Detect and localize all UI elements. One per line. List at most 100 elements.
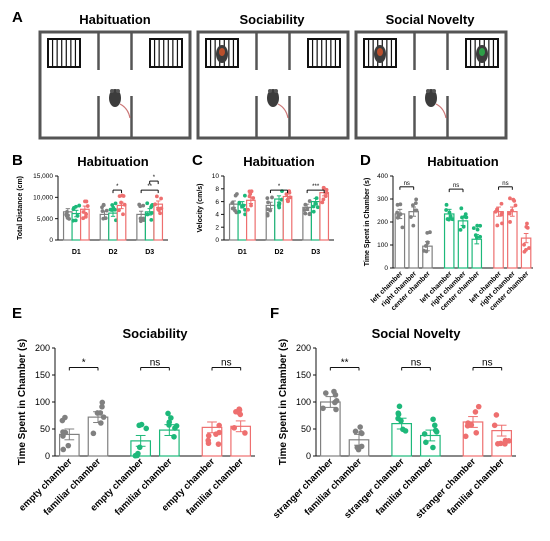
data-point	[321, 185, 326, 190]
y-tick-label: 0	[306, 451, 311, 461]
data-point	[74, 204, 78, 209]
data-point	[502, 441, 508, 447]
data-point	[430, 444, 436, 451]
data-point	[464, 215, 469, 220]
data-point	[109, 208, 114, 212]
significance-label: ns	[404, 181, 410, 187]
data-point	[231, 206, 236, 211]
data-point	[321, 197, 326, 202]
data-point	[313, 200, 318, 205]
data-point	[428, 230, 432, 235]
significance-label: ns	[482, 357, 493, 368]
y-tick-label: 100	[296, 397, 311, 407]
data-point	[149, 217, 154, 222]
mouse-ear	[116, 89, 120, 93]
data-point	[145, 201, 150, 206]
data-point	[508, 196, 512, 201]
mouse-tail	[277, 103, 289, 119]
y-axis-label: Time Spent in Chamber (s)	[17, 339, 28, 466]
data-point	[149, 205, 154, 209]
data-point	[284, 192, 289, 197]
data-point	[524, 225, 529, 229]
data-point	[471, 226, 476, 231]
data-point	[411, 203, 415, 207]
data-point	[513, 203, 518, 208]
y-tick-label: 150	[35, 370, 50, 380]
data-point	[287, 190, 292, 195]
data-point	[205, 437, 211, 444]
data-point	[141, 216, 146, 221]
mouse-tail	[435, 103, 447, 119]
y-tick-label: 4	[215, 212, 219, 219]
data-point	[98, 420, 104, 426]
data-point	[60, 446, 67, 453]
data-point	[100, 414, 107, 420]
data-point	[423, 439, 429, 446]
data-point	[395, 210, 400, 215]
mouse-ear	[274, 89, 278, 93]
data-point	[149, 211, 154, 215]
data-point	[103, 216, 108, 221]
cage	[47, 38, 81, 68]
panel-letter-f: F	[270, 305, 279, 322]
data-point	[242, 193, 247, 198]
data-point	[332, 399, 338, 406]
data-point	[246, 207, 250, 212]
data-point	[134, 452, 141, 459]
data-point	[84, 199, 89, 204]
data-point	[352, 428, 359, 435]
data-point	[99, 399, 106, 406]
data-point	[475, 227, 480, 232]
y-tick-label: 5,000	[37, 216, 54, 223]
data-point	[307, 199, 312, 203]
data-point	[77, 203, 82, 208]
data-point	[402, 428, 409, 434]
significance-label: ***	[312, 184, 320, 190]
data-point	[395, 410, 402, 417]
x-category-label: D1	[72, 249, 81, 256]
mouse-body	[425, 89, 437, 107]
data-point	[463, 212, 468, 217]
data-point	[461, 224, 466, 229]
x-category-label: D3	[311, 249, 320, 256]
data-point	[121, 212, 125, 217]
data-point	[322, 390, 329, 396]
caged-mouse-mark	[377, 48, 383, 56]
data-point	[314, 196, 319, 201]
data-point	[100, 205, 104, 210]
data-point	[234, 210, 239, 215]
data-point	[409, 215, 413, 219]
chart-title: Habituation	[427, 154, 499, 169]
data-point	[113, 201, 118, 206]
data-point	[508, 220, 512, 224]
y-tick-label: 200	[377, 219, 388, 226]
data-point	[413, 201, 418, 206]
data-point	[450, 217, 455, 222]
data-point	[213, 431, 219, 437]
data-point	[234, 192, 239, 196]
data-point	[495, 441, 501, 447]
data-point	[236, 407, 243, 413]
data-point	[431, 422, 438, 429]
data-point	[472, 409, 479, 415]
data-point	[414, 197, 419, 202]
data-point	[215, 441, 222, 447]
data-point	[425, 240, 430, 245]
chart-D: Habituation 0 100 200 300 400 Time Spent in Ch…	[364, 154, 533, 312]
data-point	[81, 210, 86, 214]
data-point	[421, 431, 428, 437]
data-point	[499, 212, 504, 217]
data-point	[527, 246, 531, 250]
data-point	[156, 208, 161, 213]
data-point	[522, 249, 527, 254]
data-point	[307, 212, 312, 217]
bar	[394, 213, 406, 269]
significance-label: ns	[502, 181, 508, 187]
data-point	[166, 419, 173, 425]
y-tick-label: 10	[212, 173, 220, 180]
significance-label: **	[147, 184, 152, 190]
x-category-label: D2	[275, 249, 284, 256]
data-point	[433, 428, 440, 435]
y-tick-label: 8	[215, 186, 219, 193]
data-point	[323, 194, 328, 199]
